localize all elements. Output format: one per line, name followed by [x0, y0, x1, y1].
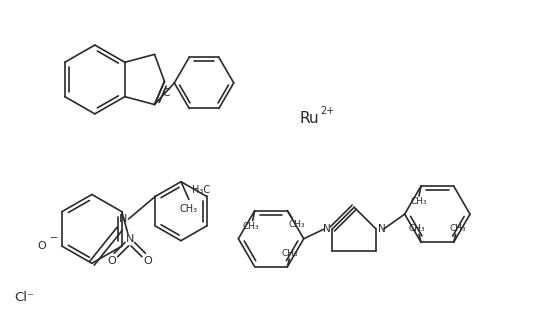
Text: O: O: [38, 241, 46, 251]
Text: N: N: [323, 224, 331, 234]
Text: H₃C: H₃C: [192, 185, 210, 194]
Text: O: O: [143, 256, 152, 266]
Text: O: O: [108, 256, 117, 266]
Text: CH₃: CH₃: [281, 248, 298, 258]
Text: −: −: [50, 233, 58, 243]
Text: CH₃: CH₃: [409, 224, 425, 233]
Text: CH₃: CH₃: [180, 204, 198, 214]
Text: CH₃: CH₃: [411, 197, 427, 206]
Text: 2+: 2+: [320, 106, 334, 116]
Text: Ru: Ru: [300, 111, 320, 126]
Text: CH₃: CH₃: [243, 222, 259, 231]
Text: CH₃: CH₃: [289, 220, 306, 229]
Text: N: N: [378, 224, 386, 234]
Text: N: N: [125, 234, 134, 244]
Text: N: N: [119, 214, 128, 224]
Text: CH₃: CH₃: [449, 224, 466, 233]
Text: C: C: [163, 88, 170, 98]
Text: Cl⁻: Cl⁻: [14, 291, 35, 304]
